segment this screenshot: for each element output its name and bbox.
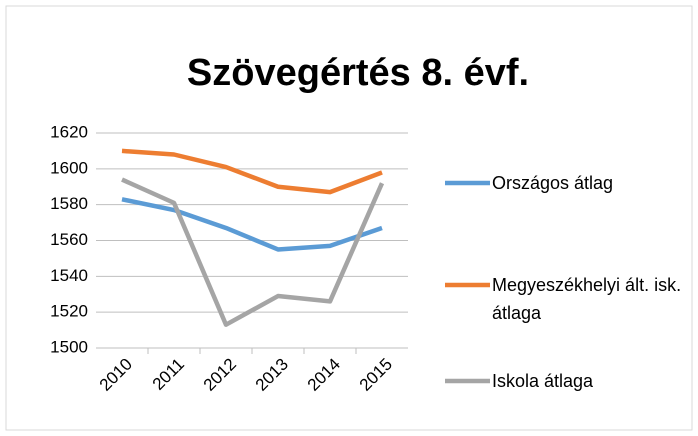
chart-border [5,5,693,431]
chart-title: Szövegértés 8. évf. [187,52,529,94]
line-series [121,177,385,327]
legend-label: Megyeszékhelyi ált. isk. átlaga [492,275,682,323]
legend-label: Iskola átlaga [492,371,594,391]
line-series [121,148,383,195]
y-tick-label: 1500 [50,337,88,356]
y-tick-label: 1540 [50,266,88,285]
y-tick-label: 1580 [50,194,88,213]
legend-label: Országos átlag [492,173,614,193]
y-tick-label: 1600 [50,158,88,177]
y-tick-label: 1560 [50,230,88,249]
line-series [121,197,383,252]
y-tick-label: 1520 [50,302,88,321]
y-tick-label: 1620 [50,122,88,141]
